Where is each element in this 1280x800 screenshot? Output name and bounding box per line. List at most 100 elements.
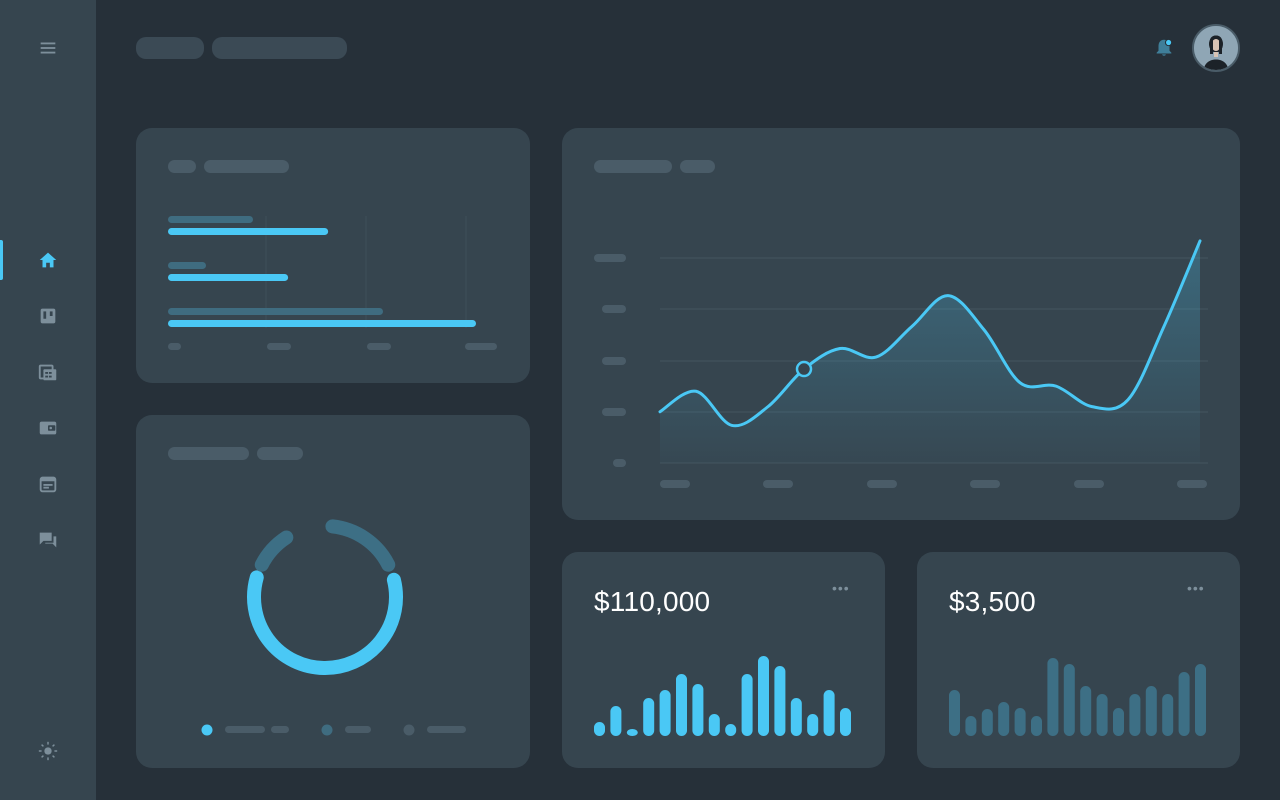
legend-label-placeholder [225, 726, 265, 733]
bar [1129, 694, 1141, 736]
bar [1096, 694, 1108, 736]
sidebar-item-board[interactable] [0, 296, 96, 336]
bar [774, 666, 786, 736]
avatar[interactable] [1192, 24, 1240, 72]
card-subtitle-placeholder [257, 447, 303, 460]
x-tick-placeholder [970, 480, 1000, 488]
sidebar-item-chat[interactable] [0, 520, 96, 560]
horizontal-bar-chart [168, 216, 497, 350]
donut-segment [247, 570, 403, 675]
bar [168, 320, 476, 327]
bar-label-placeholder [168, 308, 383, 315]
calendar-icon [39, 476, 57, 493]
donut-chart [201, 519, 466, 736]
stat-amount: $110,000 [594, 586, 711, 617]
bar [981, 709, 993, 736]
bar [708, 714, 720, 736]
theme-toggle[interactable] [0, 731, 96, 771]
bar [965, 716, 977, 736]
sidebar-item-calendar[interactable] [0, 464, 96, 504]
series-line [658, 239, 1202, 428]
tick-label-placeholder [367, 343, 391, 350]
sidebar [0, 0, 96, 800]
card-subtitle-placeholder [680, 160, 715, 173]
bar [1063, 664, 1075, 736]
bar [758, 656, 769, 736]
bar-label-placeholder [168, 216, 253, 223]
bell-icon[interactable] [1153, 37, 1175, 59]
stat-bar-chart [594, 656, 851, 736]
legend-label-placeholder [427, 726, 466, 733]
more-options-button[interactable]: ••• [1187, 580, 1205, 596]
calculator-icon [38, 364, 57, 381]
x-tick-placeholder [660, 480, 690, 488]
bar [1113, 708, 1124, 736]
y-tick-placeholder [594, 254, 626, 262]
tick-label-placeholder [267, 343, 291, 350]
x-tick-placeholder [763, 480, 793, 488]
sidebar-item-calculator[interactable] [0, 352, 96, 392]
card-title-placeholder [168, 447, 249, 460]
bar [594, 722, 605, 736]
x-tick-placeholder [1074, 480, 1104, 488]
sidebar-item-home[interactable] [0, 240, 96, 280]
legend-dot [201, 724, 213, 736]
area-line-chart [594, 239, 1208, 488]
x-tick-placeholder [1177, 480, 1207, 488]
bar [1080, 686, 1092, 736]
bar [676, 674, 687, 736]
y-tick-placeholder [602, 408, 626, 416]
menu-icon [40, 42, 56, 54]
wallet-icon [39, 421, 57, 435]
stat-card-balance: $3,500 ••• [917, 552, 1240, 768]
bar [1145, 686, 1157, 736]
y-tick-placeholder [613, 459, 626, 467]
breadcrumb-placeholder-1 [136, 37, 204, 59]
bar [643, 698, 655, 736]
tick-label-placeholder [168, 343, 181, 350]
bar [1195, 664, 1206, 736]
bar [725, 724, 737, 736]
bar [840, 708, 851, 736]
bar [949, 690, 960, 736]
legend-dot [321, 724, 333, 736]
home-icon [39, 252, 57, 268]
bar [1014, 708, 1026, 736]
card-title-placeholder [168, 160, 196, 173]
bar [790, 698, 802, 736]
bar [1031, 716, 1042, 736]
card-title-placeholder [594, 160, 672, 173]
line-chart-card [562, 128, 1240, 520]
stat-bar-chart [949, 658, 1206, 736]
bar [741, 674, 753, 736]
menu-button[interactable] [0, 28, 96, 68]
legend-dot [403, 724, 415, 736]
donut-chart-card [136, 415, 530, 768]
more-options-button[interactable]: ••• [832, 580, 850, 596]
legend-label-placeholder [345, 726, 371, 733]
bar [823, 690, 835, 736]
bar [168, 228, 329, 235]
board-icon [40, 308, 56, 324]
bar [1178, 672, 1190, 736]
area-fill [660, 240, 1200, 463]
bar [610, 706, 622, 736]
bar [998, 702, 1010, 736]
sidebar-item-wallet[interactable] [0, 408, 96, 448]
y-tick-placeholder [602, 305, 626, 313]
donut-segment [254, 530, 294, 572]
bar [168, 274, 289, 281]
bar [1047, 658, 1059, 736]
bar [659, 690, 671, 736]
bar-chart-card [136, 128, 530, 383]
stat-amount: $3,500 [949, 586, 1036, 617]
bar [1162, 694, 1174, 736]
stat-card-revenue: $110,000 ••• [562, 552, 885, 768]
highlight-point [795, 360, 813, 378]
bar [626, 729, 638, 736]
legend-label-placeholder [271, 726, 289, 733]
donut-segment [325, 519, 396, 572]
sun-icon [38, 741, 58, 761]
bar [692, 684, 704, 736]
card-subtitle-placeholder [204, 160, 289, 173]
